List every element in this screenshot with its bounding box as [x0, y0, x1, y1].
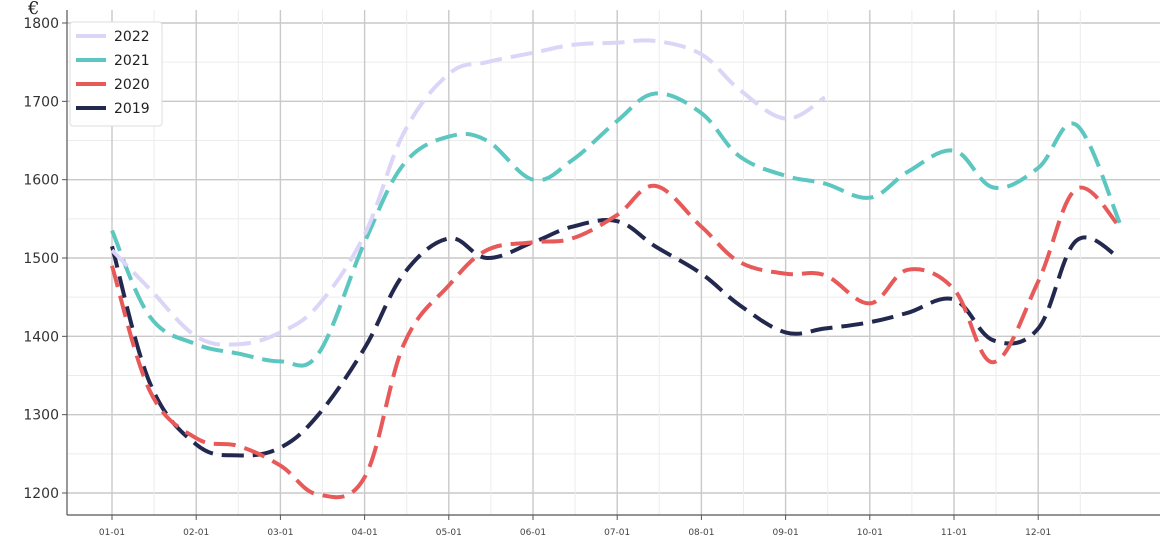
x-tick-label: 07-01 — [604, 528, 630, 538]
y-tick-label: 1700 — [23, 94, 59, 110]
y-tick-label: 1300 — [23, 408, 59, 424]
y-tick-label: 1600 — [23, 173, 59, 189]
x-tick-label: 08-01 — [688, 528, 714, 538]
x-tick-label: 05-01 — [436, 528, 462, 538]
series-line-2021 — [110, 91, 1122, 368]
x-tick-label: 09-01 — [773, 528, 799, 538]
legend: 2022 2021 2020 2019 — [69, 21, 163, 127]
axis-layer: 1200 1300 1400 1500 1600 1700 1800 01-01 02-01 03… — [23, 0, 1160, 538]
series-layer — [110, 38, 1122, 500]
legend-label-2020: 2020 — [114, 77, 150, 93]
x-tick-label: 11-01 — [941, 528, 967, 538]
x-tick-label: 03-01 — [267, 528, 293, 538]
x-tick-label: 02-01 — [183, 528, 209, 538]
y-tick-label: 1800 — [23, 16, 59, 32]
y-tick-label: 1400 — [23, 329, 59, 345]
x-tick-label: 10-01 — [857, 528, 883, 538]
legend-box — [69, 21, 163, 127]
legend-label-2019: 2019 — [114, 101, 150, 117]
legend-label-2022: 2022 — [114, 29, 150, 45]
y-axis-unit-label: € — [27, 0, 39, 19]
grid-layer — [67, 10, 1160, 515]
y-tick-label: 1500 — [23, 251, 59, 267]
y-tick-label: 1200 — [23, 486, 59, 502]
legend-label-2021: 2021 — [114, 53, 150, 69]
series-line-2022 — [110, 38, 826, 347]
x-tick-label: 12-01 — [1025, 528, 1051, 538]
x-tick-label: 01-01 — [99, 528, 125, 538]
x-tick-label: 04-01 — [352, 528, 378, 538]
x-tick-label: 06-01 — [520, 528, 546, 538]
series-line-2020 — [110, 183, 1122, 500]
